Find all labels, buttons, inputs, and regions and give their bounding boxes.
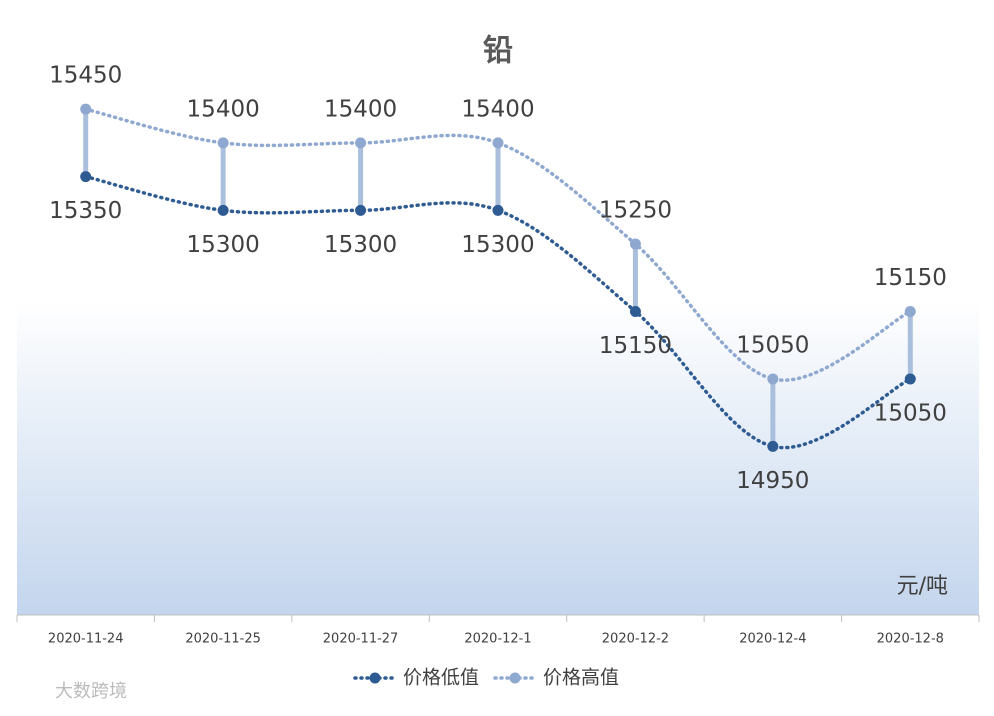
series-line	[83, 107, 913, 382]
data-label: 15150	[874, 265, 947, 291]
data-label: 15400	[187, 96, 260, 122]
point	[904, 373, 916, 385]
unit-label: 元/吨	[897, 574, 948, 599]
point	[767, 440, 779, 452]
legend-label: 价格高值	[543, 667, 619, 689]
x-tick-label: 2020-12-8	[877, 632, 944, 647]
point	[217, 204, 229, 216]
data-label: 15400	[461, 96, 534, 122]
data-label: 15300	[461, 232, 534, 258]
point	[355, 204, 367, 216]
data-label: 15350	[49, 198, 122, 224]
data-label: 15450	[49, 63, 122, 89]
point	[80, 103, 92, 115]
data-label: 15300	[187, 232, 260, 258]
point	[904, 306, 916, 317]
legend-label: 价格低值	[403, 667, 479, 689]
data-label: 15050	[736, 332, 809, 358]
point	[217, 137, 229, 149]
x-tick-label: 2020-11-27	[323, 632, 399, 647]
x-tick-label: 2020-12-4	[739, 632, 806, 647]
legend-marker	[369, 672, 381, 684]
plot-background	[17, 300, 979, 615]
x-tick-label: 2020-11-25	[185, 632, 261, 647]
legend-marker	[509, 672, 521, 684]
point	[492, 137, 504, 149]
data-label: 15300	[324, 232, 397, 258]
x-tick-label: 2020-12-1	[464, 632, 531, 647]
x-tick-label: 2020-11-24	[48, 632, 124, 647]
data-label: 15050	[874, 400, 947, 426]
chart-title: 铅	[483, 34, 513, 69]
point	[629, 238, 641, 250]
data-label: 14950	[736, 468, 809, 494]
point	[355, 137, 367, 149]
watermark: 大数跨境	[55, 681, 127, 702]
series-line	[83, 174, 913, 450]
data-label: 15150	[599, 333, 672, 359]
point	[767, 373, 779, 385]
data-label: 15400	[324, 96, 397, 122]
data-label: 15250	[599, 198, 672, 224]
x-tick-label: 2020-12-2	[602, 632, 669, 647]
point	[80, 171, 92, 183]
point	[629, 306, 641, 317]
point	[492, 204, 504, 216]
